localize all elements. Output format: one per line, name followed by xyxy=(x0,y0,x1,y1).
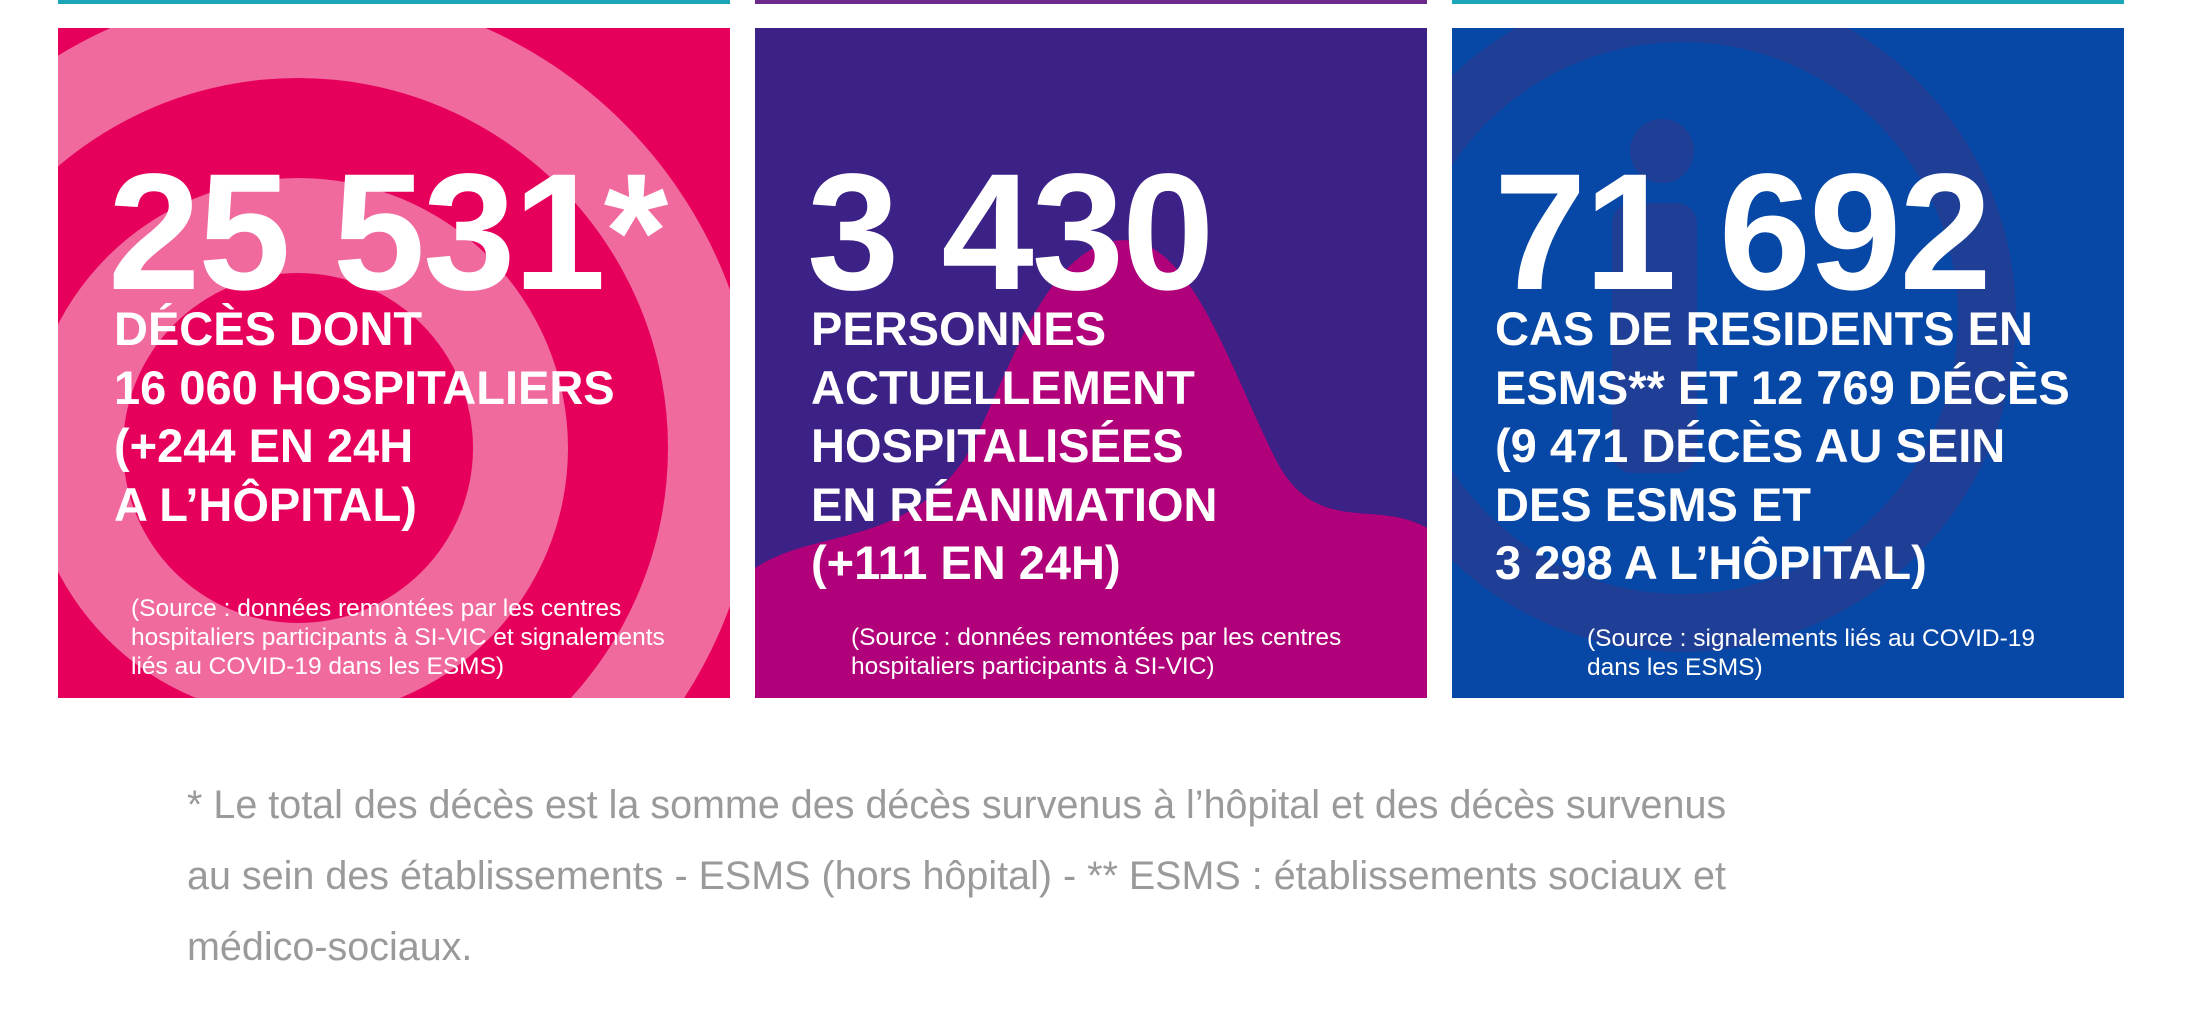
esms-total-value: 71 692 xyxy=(1494,140,1992,325)
wave-blob-icon xyxy=(755,28,1427,698)
deaths-source-line-3: liés au COVID-19 dans les ESMS) xyxy=(131,653,505,680)
deaths-source-line-2: hospitaliers participants à SI-VIC et si… xyxy=(131,624,665,651)
icu-description: PERSONNES ACTUELLEMENT HOSPITALISÉES EN … xyxy=(811,300,1217,593)
footnote-line-1: * Le total des décès est la somme des dé… xyxy=(187,783,1727,827)
deaths-description: DÉCÈS DONT 16 060 HOSPITALIERS (+244 EN … xyxy=(114,300,615,534)
top-divider-1 xyxy=(58,0,730,4)
concentric-circles-icon xyxy=(58,28,730,698)
esms-line-2: ESMS** ET 12 769 DÉCÈS xyxy=(1495,360,2070,414)
icu-line-3: HOSPITALISÉES xyxy=(811,419,1184,472)
esms-card: 71 692 CAS DE RESIDENTS EN ESMS** ET 12 … xyxy=(1452,28,2124,698)
esms-line-5: 3 298 A L’HÔPITAL) xyxy=(1495,536,1927,589)
icu-source-line-1: (Source : données remontées par les cent… xyxy=(851,624,1342,651)
icu-line-1: PERSONNES xyxy=(811,302,1107,355)
deaths-card: 25 531* DÉCÈS DONT 16 060 HOSPITALIERS (… xyxy=(58,28,730,698)
deaths-line-4: A L’HÔPITAL) xyxy=(114,477,417,531)
icu-card: 3 430 PERSONNES ACTUELLEMENT HOSPITALISÉ… xyxy=(755,28,1427,698)
icu-line-5: (+111 EN 24H) xyxy=(811,536,1121,589)
info-icon xyxy=(1452,28,2124,698)
top-divider-3 xyxy=(1452,0,2124,4)
deaths-total-value: 25 531* xyxy=(108,140,668,325)
icu-total-value: 3 430 xyxy=(807,140,1214,325)
esms-line-1: CAS DE RESIDENTS EN xyxy=(1495,302,2033,355)
top-divider-2 xyxy=(755,0,1427,4)
icu-source-line-2: hospitaliers participants à SI-VIC) xyxy=(851,653,1215,680)
icu-line-2: ACTUELLEMENT xyxy=(811,360,1195,414)
deaths-line-3: (+244 EN 24H xyxy=(114,419,414,472)
deaths-source: (Source : données remontées par les cent… xyxy=(131,594,665,681)
esms-line-4: DES ESMS ET xyxy=(1495,477,1812,531)
icu-line-4: EN RÉANIMATION xyxy=(811,477,1218,531)
esms-line-3: (9 471 DÉCÈS AU SEIN xyxy=(1495,419,2006,472)
deaths-line-2: 16 060 HOSPITALIERS xyxy=(114,360,615,414)
deaths-source-line-1: (Source : données remontées par les cent… xyxy=(131,595,622,622)
footnote-line-3: médico-sociaux. xyxy=(187,925,473,969)
deaths-line-1: DÉCÈS DONT xyxy=(114,302,423,355)
footnote-line-2: au sein des établissements - ESMS (hors … xyxy=(187,854,1726,898)
footnote: * Le total des décès est la somme des dé… xyxy=(187,770,1726,983)
icu-source: (Source : données remontées par les cent… xyxy=(851,623,1341,681)
esms-source-line-1: (Source : signalements liés au COVID-19 xyxy=(1587,625,2035,652)
esms-description: CAS DE RESIDENTS EN ESMS** ET 12 769 DÉC… xyxy=(1495,300,2070,593)
esms-source: (Source : signalements liés au COVID-19 … xyxy=(1587,624,2035,682)
esms-source-line-2: dans les ESMS) xyxy=(1587,654,1763,681)
